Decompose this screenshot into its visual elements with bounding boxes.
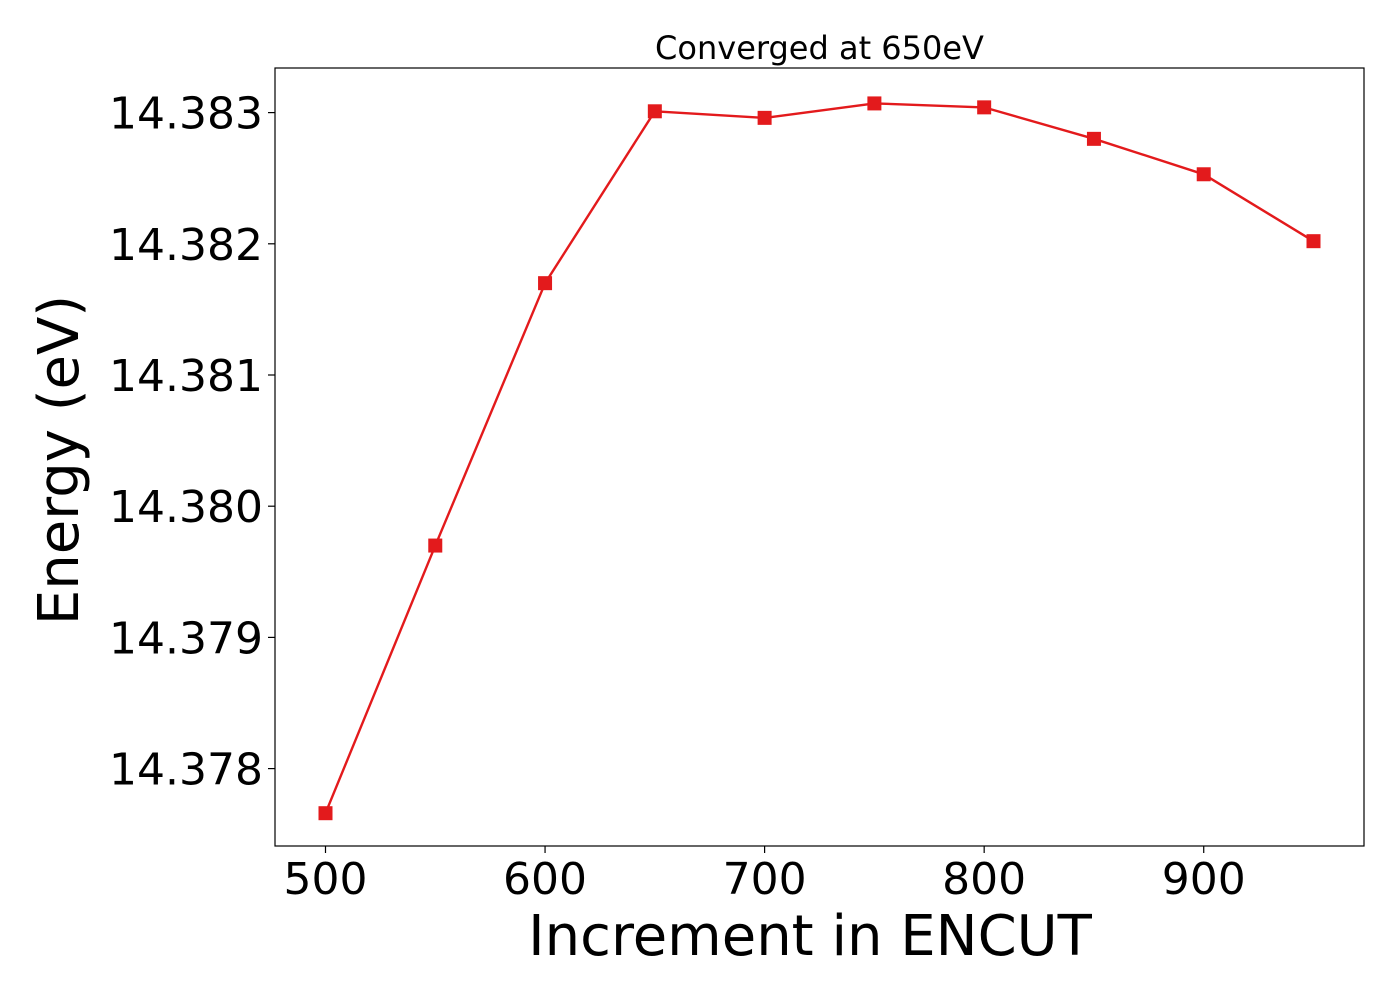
data-point-marker [977,100,992,115]
x-tick-label: 800 [942,854,1026,905]
x-axis: 500 600 700 800 900 [284,846,1246,905]
data-point-marker [1196,167,1211,182]
x-tick-label: 500 [284,854,368,905]
y-tick-label: 14.378 [109,745,263,796]
data-point-marker [867,96,882,111]
data-point-marker [1086,131,1101,146]
data-point-marker [1306,234,1321,249]
x-axis-label: Increment in ENCUT [528,904,1093,969]
plot-area [274,67,1365,847]
y-tick-label: 14.380 [109,482,263,533]
x-tick-label: 900 [1162,854,1246,905]
data-point-marker [428,538,443,553]
data-point-marker [318,806,333,821]
y-tick-label: 14.379 [109,613,263,664]
data-point-marker [538,276,553,291]
data-point-marker [757,110,772,125]
data-point-marker [647,104,662,119]
series-line [324,102,1315,814]
x-tick-label: 600 [503,854,587,905]
series-layer [318,96,1321,821]
y-tick-label: 14.381 [109,351,263,402]
y-tick-label: 14.383 [109,89,263,140]
chart-title: Converged at 650eV [655,29,984,67]
y-axis-label: Energy (eV) [27,295,92,625]
x-tick-label: 700 [723,854,807,905]
y-axis: 14.378 14.379 14.380 14.381 14.382 14.383 [109,89,275,796]
y-tick-label: 14.382 [109,220,263,271]
